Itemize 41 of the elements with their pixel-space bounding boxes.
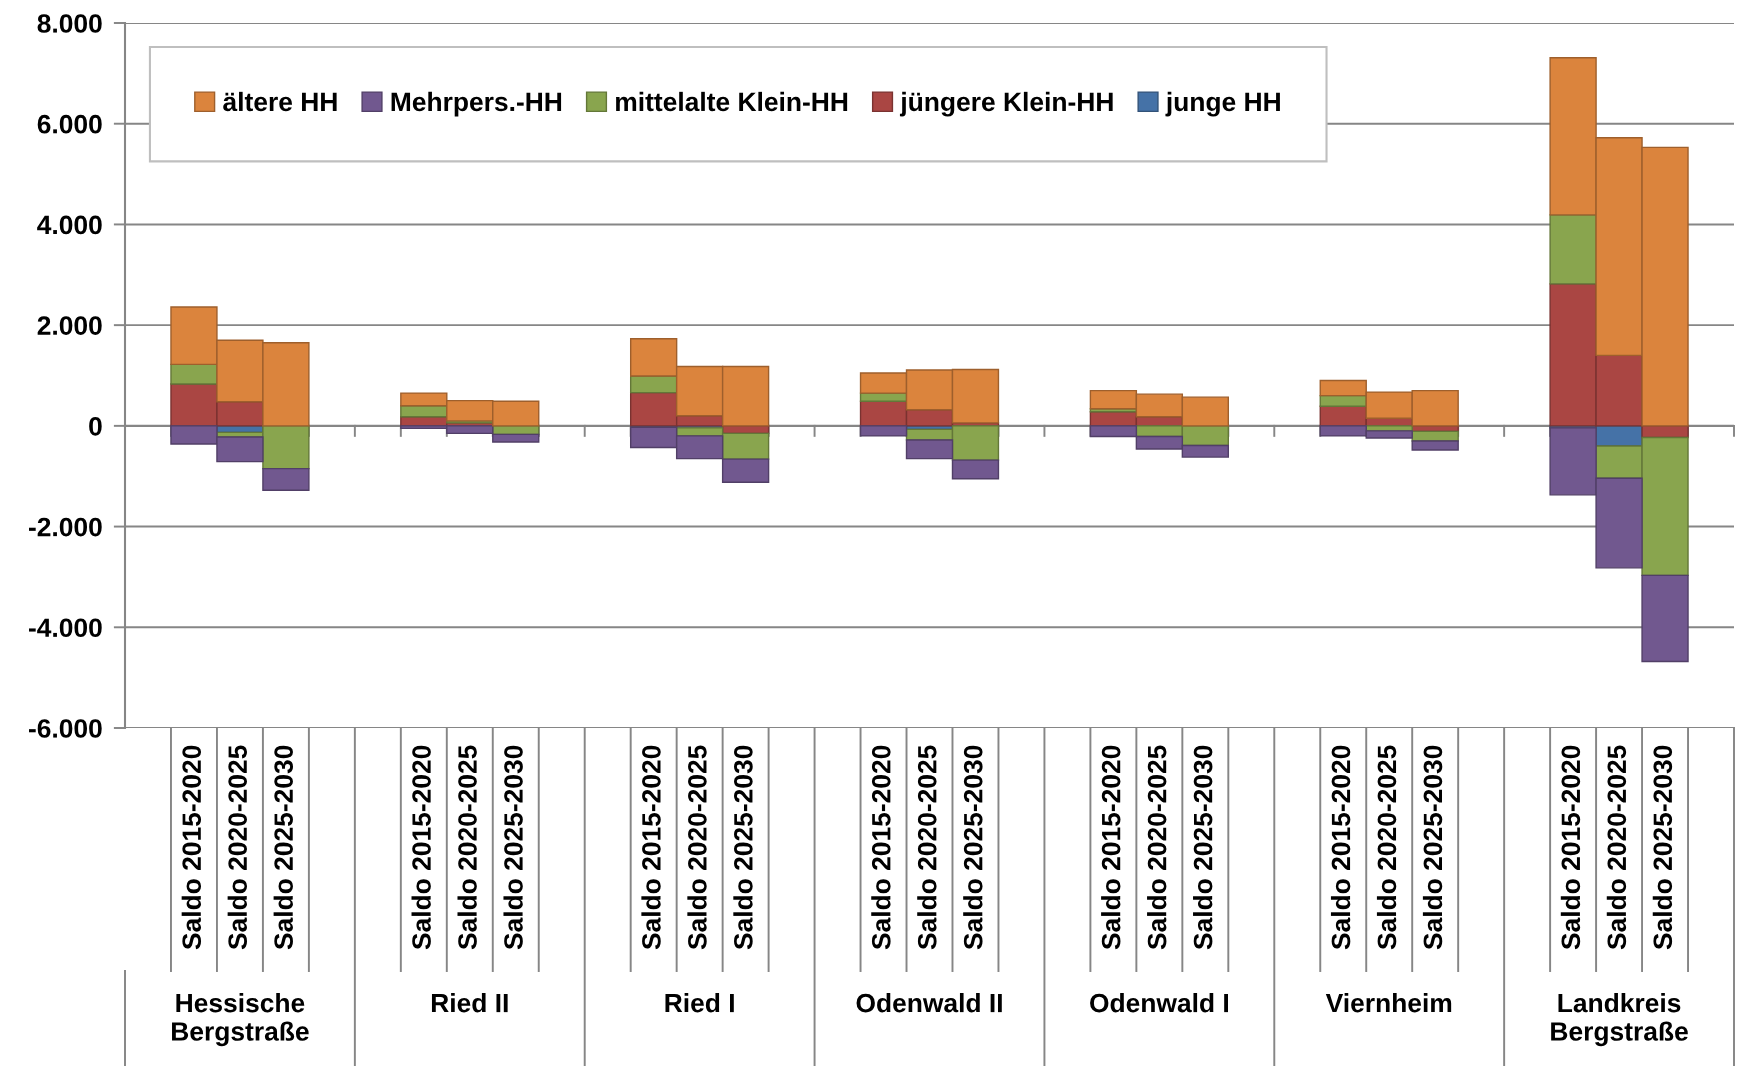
legend-label: junge HH xyxy=(1165,91,1280,117)
x-tick-label: Saldo 2025-2030 xyxy=(733,745,753,950)
text: Hessische Bergstraße xyxy=(172,993,309,1047)
x-tick-label: Saldo 2015-2020 xyxy=(1101,745,1121,950)
x-tick-label: Saldo 2015-2020 xyxy=(1330,745,1351,950)
x-tick-label: Saldo 2025-2030 xyxy=(1193,745,1213,950)
x-tick-label: Saldo 2025-2030 xyxy=(963,745,983,950)
x-tick-label: Saldo 2015-2020 xyxy=(871,745,891,950)
x-tick-label: Saldo 2025-2030 xyxy=(1422,745,1443,950)
y-tick-label: -2.000 xyxy=(28,517,102,537)
x-tick-label: Saldo 2015-2020 xyxy=(411,745,431,950)
x-tick-label: Saldo 2020-2025 xyxy=(1376,745,1397,950)
text: Landkreis Bergstraße xyxy=(1551,993,1688,1047)
y-tick-label: -4.000 xyxy=(28,618,102,638)
y-tick-label: 2.000 xyxy=(37,316,102,335)
x-tick-label: Saldo 2020-2025 xyxy=(227,745,248,950)
x-tick-label: Saldo 2025-2030 xyxy=(1652,745,1673,950)
x-tick-label: Saldo 2020-2025 xyxy=(1147,745,1167,950)
y-tick-label: 8.000 xyxy=(37,14,102,33)
x-tick-label: Saldo 2025-2030 xyxy=(503,745,523,950)
x-tick-label: Saldo 2015-2020 xyxy=(1560,745,1581,950)
legend-label: Mehrpers.-HH xyxy=(391,91,562,117)
x-tick-label: Saldo 2020-2025 xyxy=(457,745,477,950)
text: Odenwald II xyxy=(856,993,1002,1013)
text: Viernheim xyxy=(1325,993,1452,1013)
text: Ried II xyxy=(431,993,508,1013)
y-tick-label: 6.000 xyxy=(37,114,102,134)
y-tick-label: 4.000 xyxy=(37,215,102,235)
x-tick-label: Saldo 2015-2020 xyxy=(641,745,661,950)
legend-label: jüngere Klein-HH xyxy=(899,91,1113,117)
y-tick-label: -6.000 xyxy=(28,719,102,738)
x-tick-label: Saldo 2015-2020 xyxy=(181,745,202,950)
x-tick-label: Saldo 2020-2025 xyxy=(1606,745,1627,950)
x-tick-label: Saldo 2020-2025 xyxy=(917,745,937,950)
x-tick-label: Saldo 2020-2025 xyxy=(687,745,707,950)
y-tick-label: 0 xyxy=(89,416,102,436)
text: Odenwald I xyxy=(1090,993,1228,1013)
x-tick-label: Saldo 2025-2030 xyxy=(273,745,294,950)
text: Ried I xyxy=(665,993,734,1013)
legend-label: mittelalte Klein-HH xyxy=(616,91,848,112)
legend-label: ältere HH xyxy=(223,91,337,112)
